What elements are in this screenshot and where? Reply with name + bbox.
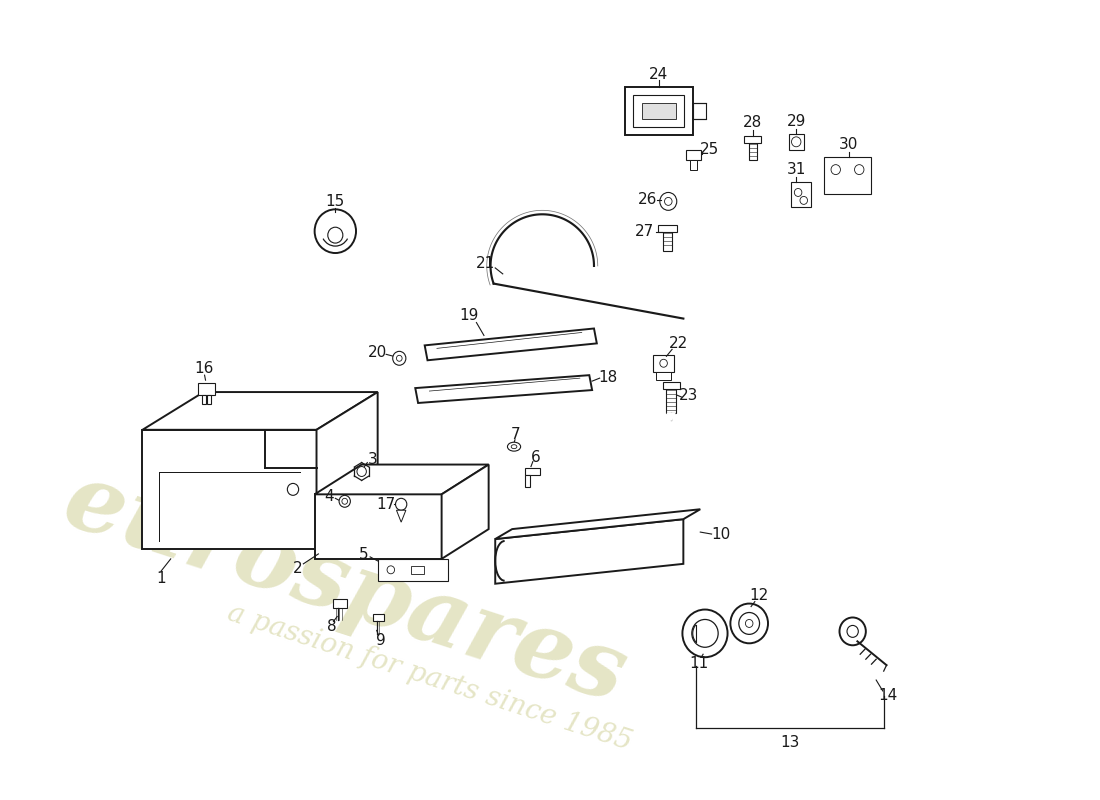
Text: 18: 18 [598,370,618,385]
Polygon shape [667,413,675,422]
Bar [653,355,674,372]
Bar [686,150,701,160]
Text: 19: 19 [459,308,478,323]
Text: 31: 31 [786,162,806,177]
Bar [634,95,684,127]
Bar [749,140,757,160]
Polygon shape [495,519,683,584]
Circle shape [396,355,403,362]
Polygon shape [396,510,406,522]
Text: 17: 17 [376,497,396,512]
Circle shape [692,619,718,647]
Text: 10: 10 [712,526,730,542]
Polygon shape [416,375,592,403]
Text: 20: 20 [368,345,387,360]
Circle shape [315,210,356,253]
Bar [789,134,804,150]
Ellipse shape [507,442,520,451]
Polygon shape [315,494,441,559]
Bar [377,559,448,581]
Bar [690,160,697,170]
Circle shape [739,613,759,634]
Circle shape [328,227,343,243]
Bar [662,229,672,251]
Polygon shape [143,392,377,430]
Text: 25: 25 [700,142,719,158]
Text: 14: 14 [879,689,898,703]
Circle shape [847,626,858,638]
Circle shape [664,198,672,206]
Bar [824,157,871,194]
Circle shape [792,137,801,146]
Circle shape [855,165,864,174]
Bar [198,383,214,395]
Circle shape [800,197,807,204]
Ellipse shape [512,445,517,449]
Bar [667,385,675,413]
Circle shape [358,466,366,477]
Text: 2: 2 [293,562,303,576]
Text: 26: 26 [638,192,658,207]
Text: 6: 6 [531,450,540,465]
Text: 9: 9 [375,633,385,648]
Bar [410,566,424,574]
Bar [745,136,761,142]
Text: 4: 4 [323,489,333,504]
Circle shape [839,618,866,646]
Bar [201,395,206,404]
Text: 7: 7 [512,427,520,442]
Circle shape [287,483,298,495]
Text: 21: 21 [476,257,495,271]
Text: 22: 22 [669,336,689,351]
Text: 15: 15 [326,194,345,209]
Text: eurospares: eurospares [53,455,637,722]
Bar [526,475,530,487]
Circle shape [682,610,727,658]
Text: 12: 12 [749,588,768,603]
Bar [662,382,680,389]
Bar [625,87,693,135]
Text: 30: 30 [839,138,859,152]
Polygon shape [143,430,317,549]
Polygon shape [315,465,488,494]
Circle shape [830,165,840,174]
Bar [791,182,812,207]
Bar [208,395,211,404]
Bar [658,226,676,232]
Text: 3: 3 [368,452,377,467]
Text: 29: 29 [786,114,806,130]
Circle shape [660,193,676,210]
Polygon shape [495,510,701,539]
Circle shape [794,189,802,197]
Text: 24: 24 [649,66,669,82]
Polygon shape [425,329,597,360]
Polygon shape [441,465,488,559]
Text: 23: 23 [680,387,698,402]
Text: 8: 8 [327,619,337,634]
Polygon shape [317,392,377,549]
Bar [526,467,540,475]
Text: a passion for parts since 1985: a passion for parts since 1985 [223,600,635,756]
Circle shape [660,359,668,367]
Text: 28: 28 [744,115,762,130]
Circle shape [339,495,351,507]
Text: 5: 5 [359,547,369,562]
Bar [656,372,671,380]
Circle shape [396,498,407,510]
Bar [693,103,706,119]
Circle shape [387,566,395,574]
Bar [333,598,346,607]
Text: 1: 1 [156,571,166,586]
Bar [373,614,384,622]
Circle shape [342,498,348,504]
Circle shape [730,603,768,643]
Text: 16: 16 [194,361,213,376]
Text: 11: 11 [690,656,710,670]
Bar [642,103,675,119]
Circle shape [746,619,754,627]
Text: 13: 13 [780,735,800,750]
Text: 27: 27 [635,224,654,238]
Circle shape [393,351,406,366]
